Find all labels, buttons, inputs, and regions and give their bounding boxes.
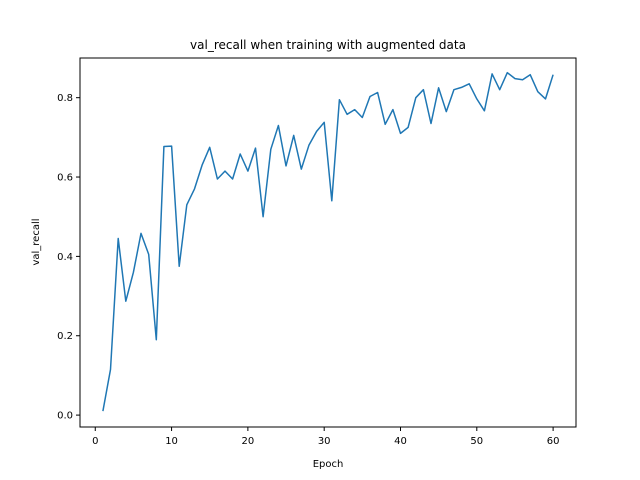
y-tick-label: 0.4 bbox=[57, 252, 73, 263]
plot-area bbox=[79, 57, 577, 428]
series-line bbox=[102, 71, 554, 412]
x-tick-label: 50 bbox=[470, 436, 483, 447]
series-group bbox=[102, 71, 554, 412]
x-axis-label: Epoch bbox=[313, 459, 344, 470]
y-tick-label: 0.8 bbox=[57, 93, 73, 104]
x-tick-label: 30 bbox=[318, 436, 331, 447]
y-axis-ticks: 0.0 0.2 0.4 0.6 0.8 bbox=[57, 93, 80, 422]
x-tick-label: 20 bbox=[242, 436, 255, 447]
y-tick-label: 0.0 bbox=[57, 411, 73, 422]
x-tick-label: 60 bbox=[547, 436, 560, 447]
y-tick-label: 0.6 bbox=[57, 173, 73, 184]
chart-title: val_recall when training with augmented … bbox=[190, 38, 466, 52]
y-tick-label: 0.2 bbox=[57, 331, 73, 342]
x-axis-ticks: 0 10 20 30 40 50 60 bbox=[92, 427, 559, 447]
x-tick-label: 10 bbox=[165, 436, 178, 447]
y-axis-label: val_recall bbox=[31, 218, 42, 265]
x-tick-label: 0 bbox=[92, 436, 98, 447]
x-tick-label: 40 bbox=[394, 436, 407, 447]
